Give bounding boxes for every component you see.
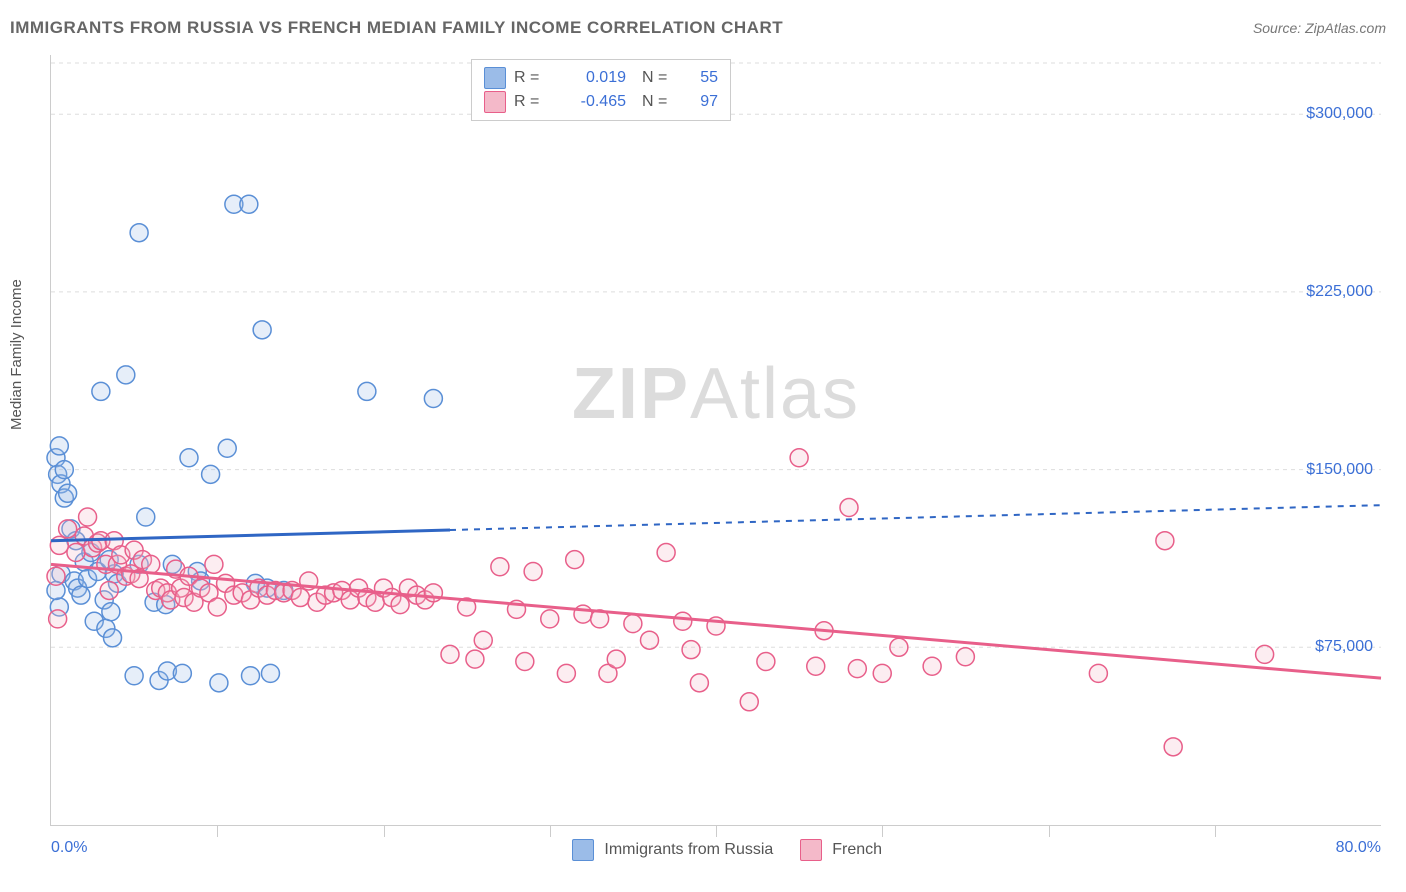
legend-row-series-0: R = 0.019 N = 55 bbox=[484, 66, 718, 90]
y-tick-label: $75,000 bbox=[1315, 638, 1373, 656]
legend-r-value-1: -0.465 bbox=[556, 90, 626, 114]
legend-r-label-1: R = bbox=[514, 90, 548, 114]
x-tick bbox=[882, 825, 883, 837]
legend-r-label-0: R = bbox=[514, 66, 548, 90]
series-legend: Immigrants from Russia French bbox=[51, 839, 1381, 861]
y-tick-label: $300,000 bbox=[1306, 105, 1373, 123]
y-tick-label: $225,000 bbox=[1306, 283, 1373, 301]
plot-area: ZIPAtlas R = 0.019 N = 55 R = -0.465 N =… bbox=[50, 55, 1381, 826]
trend-line-dashed bbox=[450, 505, 1381, 530]
legend-n-label-0: N = bbox=[642, 66, 676, 90]
x-tick bbox=[384, 825, 385, 837]
legend-swatch-0 bbox=[484, 67, 506, 89]
y-axis-label: Median Family Income bbox=[8, 279, 25, 430]
chart-title: IMMIGRANTS FROM RUSSIA VS FRENCH MEDIAN … bbox=[10, 18, 783, 38]
legend-n-value-0: 55 bbox=[684, 66, 718, 90]
x-tick bbox=[1049, 825, 1050, 837]
chart-container: IMMIGRANTS FROM RUSSIA VS FRENCH MEDIAN … bbox=[0, 0, 1406, 892]
y-tick-label: $150,000 bbox=[1306, 461, 1373, 479]
x-tick bbox=[550, 825, 551, 837]
trend-line-solid bbox=[51, 530, 450, 541]
trend-line-solid bbox=[51, 564, 1381, 678]
x-tick bbox=[1215, 825, 1216, 837]
legend-row-series-1: R = -0.465 N = 97 bbox=[484, 90, 718, 114]
source-label: Source: ZipAtlas.com bbox=[1253, 20, 1386, 36]
legend-swatch-1 bbox=[484, 91, 506, 113]
legend-bottom-label-1: French bbox=[832, 841, 882, 858]
legend-bottom-swatch-0 bbox=[572, 839, 594, 861]
x-tick bbox=[217, 825, 218, 837]
legend-bottom-swatch-1 bbox=[800, 839, 822, 861]
x-tick bbox=[716, 825, 717, 837]
legend-n-value-1: 97 bbox=[684, 90, 718, 114]
trend-layer bbox=[51, 55, 1381, 825]
legend-n-label-1: N = bbox=[642, 90, 676, 114]
legend-r-value-0: 0.019 bbox=[556, 66, 626, 90]
correlation-legend: R = 0.019 N = 55 R = -0.465 N = 97 bbox=[471, 59, 731, 121]
legend-bottom-label-0: Immigrants from Russia bbox=[604, 841, 773, 858]
